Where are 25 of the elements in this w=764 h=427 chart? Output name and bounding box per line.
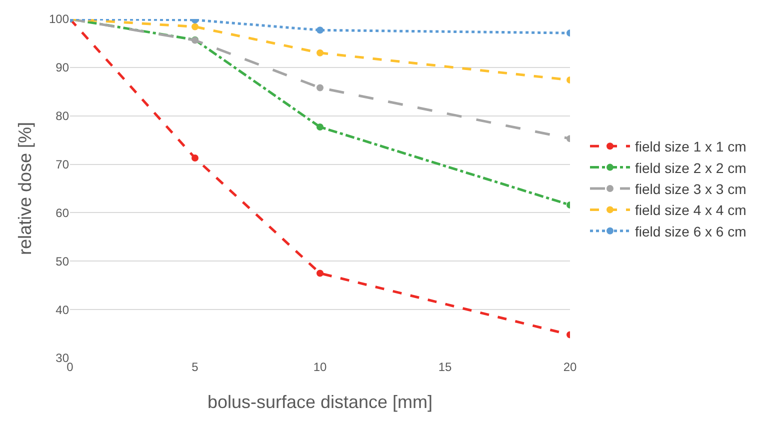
y-tick-label: 40 (56, 302, 70, 317)
x-axis-title: bolus-surface distance [mm] (207, 392, 433, 412)
point (316, 26, 324, 34)
legend-label: field size 2 x 2 cm (635, 160, 746, 176)
y-axis-title: relative dose [%] (15, 122, 36, 256)
legend-label: field size 4 x 4 cm (635, 202, 746, 218)
point (192, 154, 198, 162)
x-tick-label: 15 (438, 360, 452, 374)
y-tick-label: 90 (56, 60, 70, 75)
point (316, 270, 324, 277)
y-tick-label: 70 (56, 157, 70, 172)
y-tick-label: 100 (48, 12, 70, 26)
legend-label: field size 3 x 3 cm (635, 180, 746, 197)
point (192, 23, 198, 30)
point (316, 84, 324, 92)
legend-label: field size 1 x 1 cm (635, 138, 746, 155)
y-tick-label: 60 (56, 206, 70, 220)
point (316, 49, 324, 56)
legend-label: field size 6 x 6 cm (635, 223, 746, 240)
x-tick-label: 5 (192, 360, 199, 374)
y-tick-label: 50 (56, 254, 70, 268)
x-tick-label: 10 (313, 360, 327, 374)
x-tick-label: 0 (66, 360, 74, 374)
y-tick-label: 80 (56, 109, 70, 124)
x-tick-label: 20 (563, 360, 577, 374)
